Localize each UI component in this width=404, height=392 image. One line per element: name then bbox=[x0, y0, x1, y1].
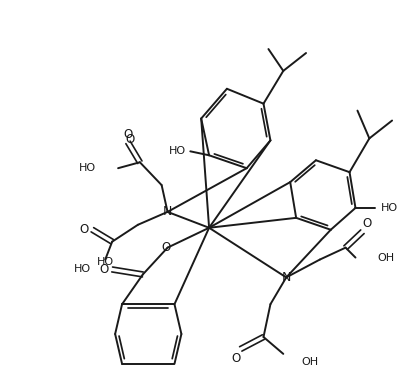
Text: OH: OH bbox=[301, 357, 318, 367]
Text: HO: HO bbox=[381, 203, 398, 213]
Text: N: N bbox=[282, 271, 291, 284]
Text: O: O bbox=[100, 263, 109, 276]
Text: HO: HO bbox=[97, 256, 114, 267]
Text: OH: OH bbox=[377, 252, 394, 263]
Text: HO: HO bbox=[74, 265, 91, 274]
Text: O: O bbox=[123, 128, 133, 141]
Text: O: O bbox=[231, 352, 240, 365]
Text: HO: HO bbox=[79, 163, 96, 173]
Text: O: O bbox=[363, 217, 372, 230]
Text: N: N bbox=[163, 205, 172, 218]
Text: O: O bbox=[80, 223, 89, 236]
Text: O: O bbox=[161, 241, 170, 254]
Text: HO: HO bbox=[169, 146, 186, 156]
Text: O: O bbox=[125, 133, 135, 146]
